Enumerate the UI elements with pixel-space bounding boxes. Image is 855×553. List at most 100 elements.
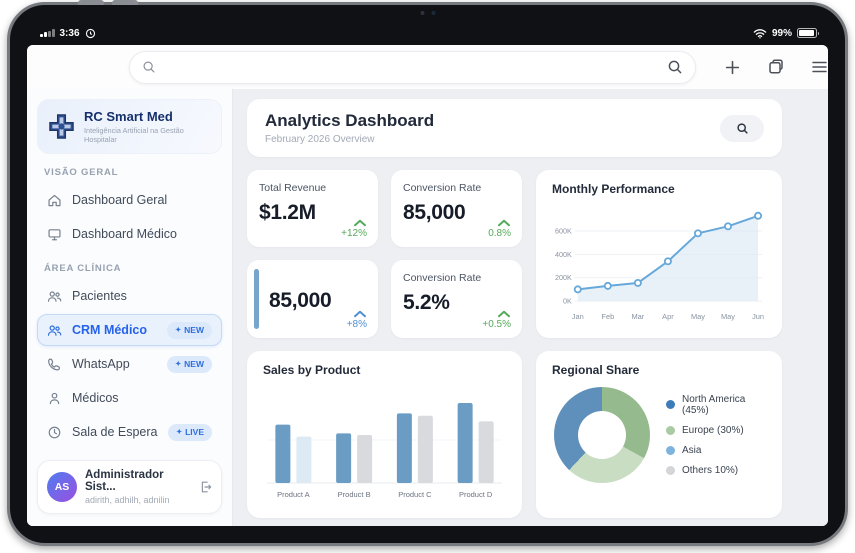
sidebar-item-whatsapp[interactable]: WhatsApp ✦ NEW (37, 348, 222, 380)
status-time: 3:36 (59, 27, 80, 39)
sidebar-item-dashboard-m-dico[interactable]: Dashboard Médico (37, 218, 222, 250)
user-card[interactable]: AS Administrador Sist... adirith, adhilh… (37, 460, 222, 514)
sidebar: RC Smart Med Inteligência Artificial na … (27, 89, 233, 526)
users-icon (47, 323, 62, 338)
orientation-lock-icon (85, 28, 96, 39)
chart-legend: North America (45%) Europe (30%) Asia Other… (666, 394, 766, 476)
app-subtitle: Inteligência Artificial na Gestão Hospit… (84, 126, 184, 144)
sidebar-item-crm-m-dico[interactable]: CRM Médico ✦ NEW (37, 314, 222, 346)
stat-value: 85,000 (269, 289, 332, 313)
sales-by-product-card: Sales by Product Product A Product B Produ… (247, 350, 522, 518)
volume-button (112, 0, 138, 5)
legend-item: Europe (30%) (666, 425, 766, 436)
chevron-up-icon (498, 310, 510, 318)
new-tab-icon[interactable] (724, 59, 741, 76)
donut-chart (554, 386, 650, 483)
tabs-overview-icon[interactable] (767, 58, 785, 76)
bar-chart: Product A Product B Product C Product D (263, 383, 506, 510)
sidebar-nav: VISÃO GERAL Dashboard Geral Dashboard Médi… (37, 154, 222, 450)
sidebar-item-label: Médicos (72, 391, 119, 405)
stat-value: 85,000 (403, 201, 466, 224)
dashboard-search-button[interactable] (720, 114, 764, 142)
regional-share-card: Regional Share North America (45%) Europe… (536, 350, 782, 518)
page-subtitle: February 2026 Overview (265, 134, 375, 145)
svg-text:Jun: Jun (752, 312, 764, 321)
chart-title: Sales by Product (263, 362, 361, 377)
svg-text:Mar: Mar (631, 312, 644, 321)
legend-dot (666, 465, 675, 475)
stat-label: Conversion Rate (403, 182, 482, 194)
chevron-up-icon (354, 220, 366, 227)
sidebar-item-label: Dashboard Médico (72, 227, 177, 241)
stat-value: 5.2% (403, 291, 450, 315)
screen: RC Smart Med Inteligência Artificial na … (27, 45, 828, 526)
wifi-icon (753, 28, 767, 39)
app-title: RC Smart Med (84, 109, 173, 124)
browser-address-bar[interactable] (129, 50, 696, 84)
stat-card: 85,000 +8% (247, 260, 378, 338)
front-camera (420, 11, 435, 15)
sidebar-item-m-dicos[interactable]: Médicos (37, 382, 222, 414)
sidebar-item-dashboard-geral[interactable]: Dashboard Geral (37, 184, 222, 216)
search-icon[interactable] (667, 59, 683, 75)
stat-delta: 0.8% (488, 219, 511, 239)
stat-label: Total Revenue (259, 182, 327, 194)
stat-value: $1.2M (259, 201, 316, 224)
search-icon (142, 60, 156, 74)
user-detail: adirith, adhilh, adnilin (85, 495, 170, 505)
svg-text:Jan: Jan (572, 312, 584, 321)
medical-cross-logo-icon (48, 113, 75, 140)
svg-text:Product D: Product D (459, 490, 493, 499)
sparkle-icon: ✦ (175, 361, 182, 368)
new-badge: ✦ NEW (167, 355, 212, 373)
sparkle-icon: ✦ (176, 429, 183, 436)
svg-text:0K: 0K (563, 297, 572, 306)
svg-text:Product C: Product C (398, 490, 432, 499)
stat-delta: +0.5% (482, 310, 511, 330)
monthly-performance-card: Monthly Performance 0K 200K 400K 600K Jan Feb… (536, 170, 782, 338)
tablet-frame: 3:36 99% (7, 0, 848, 546)
home-icon (47, 193, 62, 208)
svg-text:400K: 400K (555, 250, 572, 259)
legend-item: Asia (666, 445, 766, 456)
dashboard-header: Analytics Dashboard February 2026 Overvi… (247, 99, 782, 157)
chevron-up-icon (498, 220, 510, 227)
main-content: Analytics Dashboard February 2026 Overvi… (233, 89, 828, 526)
page-title: Analytics Dashboard (265, 111, 435, 130)
chevron-up-icon (354, 310, 366, 318)
sidebar-item-sala-de-espera[interactable]: Sala de Espera ✦ LIVE (37, 416, 222, 448)
sidebar-item-label: Dashboard Geral (72, 193, 168, 207)
legend-label: Asia (682, 444, 702, 456)
sidebar-item-pacientes[interactable]: Pacientes (37, 280, 222, 312)
stat-card: Total Revenue $1.2M +12% (247, 170, 378, 248)
user-icon (47, 391, 62, 406)
sidebar-item-label: Pacientes (72, 289, 127, 303)
legend-label: North America (45%) (682, 393, 746, 416)
chart-title: Monthly Performance (552, 182, 675, 196)
sidebar-item-label: WhatsApp (72, 357, 130, 371)
sidebar-section-label: VISÃO GERAL (44, 167, 119, 178)
phone-icon (47, 357, 62, 372)
menu-icon[interactable] (811, 60, 828, 74)
battery-icon (797, 28, 819, 38)
avatar: AS (47, 472, 77, 502)
volume-button (78, 0, 104, 5)
stat-delta: +12% (341, 219, 367, 239)
svg-text:600K: 600K (555, 226, 572, 235)
svg-text:Product A: Product A (277, 490, 310, 499)
stat-label: Conversion Rate (403, 272, 482, 285)
sparkle-icon: ✦ (175, 327, 182, 334)
logout-icon[interactable] (198, 480, 212, 494)
legend-dot (666, 445, 675, 455)
line-chart: 0K 200K 400K 600K Jan Feb Mar Apr May May Jun (552, 202, 766, 330)
svg-text:Feb: Feb (601, 312, 614, 321)
svg-text:Apr: Apr (662, 312, 674, 321)
app-logo-card[interactable]: RC Smart Med Inteligência Artificial na … (37, 99, 222, 154)
legend-label: Europe (30%) (682, 424, 744, 436)
status-bar: 3:36 99% (40, 24, 819, 42)
new-badge: ✦ NEW (167, 321, 212, 339)
svg-text:200K: 200K (555, 273, 572, 282)
legend-item: Others 10%) (666, 465, 766, 476)
sidebar-item-label: Sala de Espera (72, 425, 158, 439)
accent-bar (254, 269, 259, 329)
